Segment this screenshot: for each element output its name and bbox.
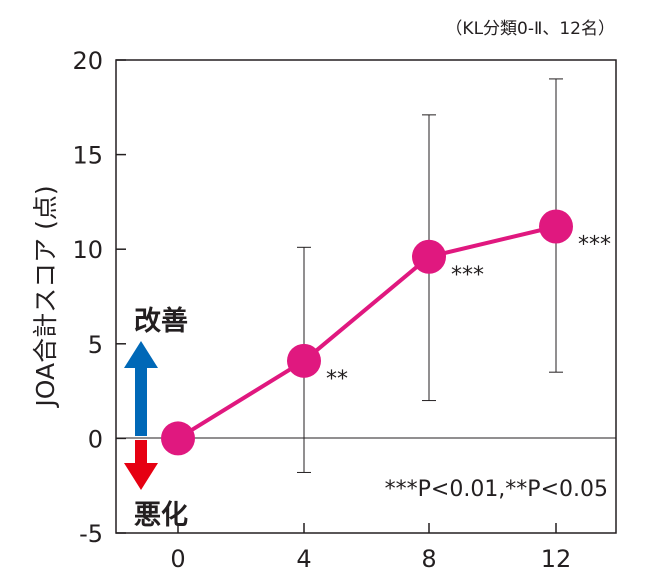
y-axis-label: JOA合計スコア (点) [31, 185, 60, 408]
worsen-arrow-icon [124, 440, 158, 490]
significance-labels: ******** [326, 232, 611, 391]
direction-legend: 改善 悪化 [124, 305, 188, 531]
significance-label: *** [578, 232, 611, 257]
significance-label: ** [326, 367, 348, 392]
x-tick-label: 0 [170, 545, 185, 573]
y-tick-label: 5 [88, 331, 103, 359]
p-value-note: ***P<0.01,**P<0.05 [385, 477, 608, 502]
data-point [161, 421, 195, 456]
series-line [176, 224, 557, 441]
y-tick-label: 0 [88, 425, 103, 453]
y-tick-label: 20 [72, 47, 103, 75]
data-points [161, 209, 573, 456]
data-point [412, 239, 446, 274]
x-axis-ticks: 0 4 8 12 [170, 523, 571, 573]
sample-note: （KL分類0-Ⅱ、12名） [445, 19, 615, 39]
significance-label: *** [451, 263, 484, 288]
x-tick-label: 12 [541, 545, 572, 573]
y-tick-label: -5 [79, 520, 103, 548]
data-point [287, 343, 321, 378]
x-tick-label: 4 [296, 545, 311, 573]
y-tick-label: 15 [72, 142, 103, 170]
y-tick-label: 10 [72, 236, 103, 264]
y-axis-ticks: -5 0 5 10 15 20 [72, 47, 126, 548]
improve-label: 改善 [134, 305, 188, 337]
error-bars [297, 78, 563, 473]
plot-frame [115, 59, 617, 534]
worsen-label: 悪化 [134, 500, 188, 531]
improve-arrow-icon [124, 341, 158, 436]
x-tick-label: 8 [421, 545, 436, 573]
data-point [539, 209, 573, 244]
